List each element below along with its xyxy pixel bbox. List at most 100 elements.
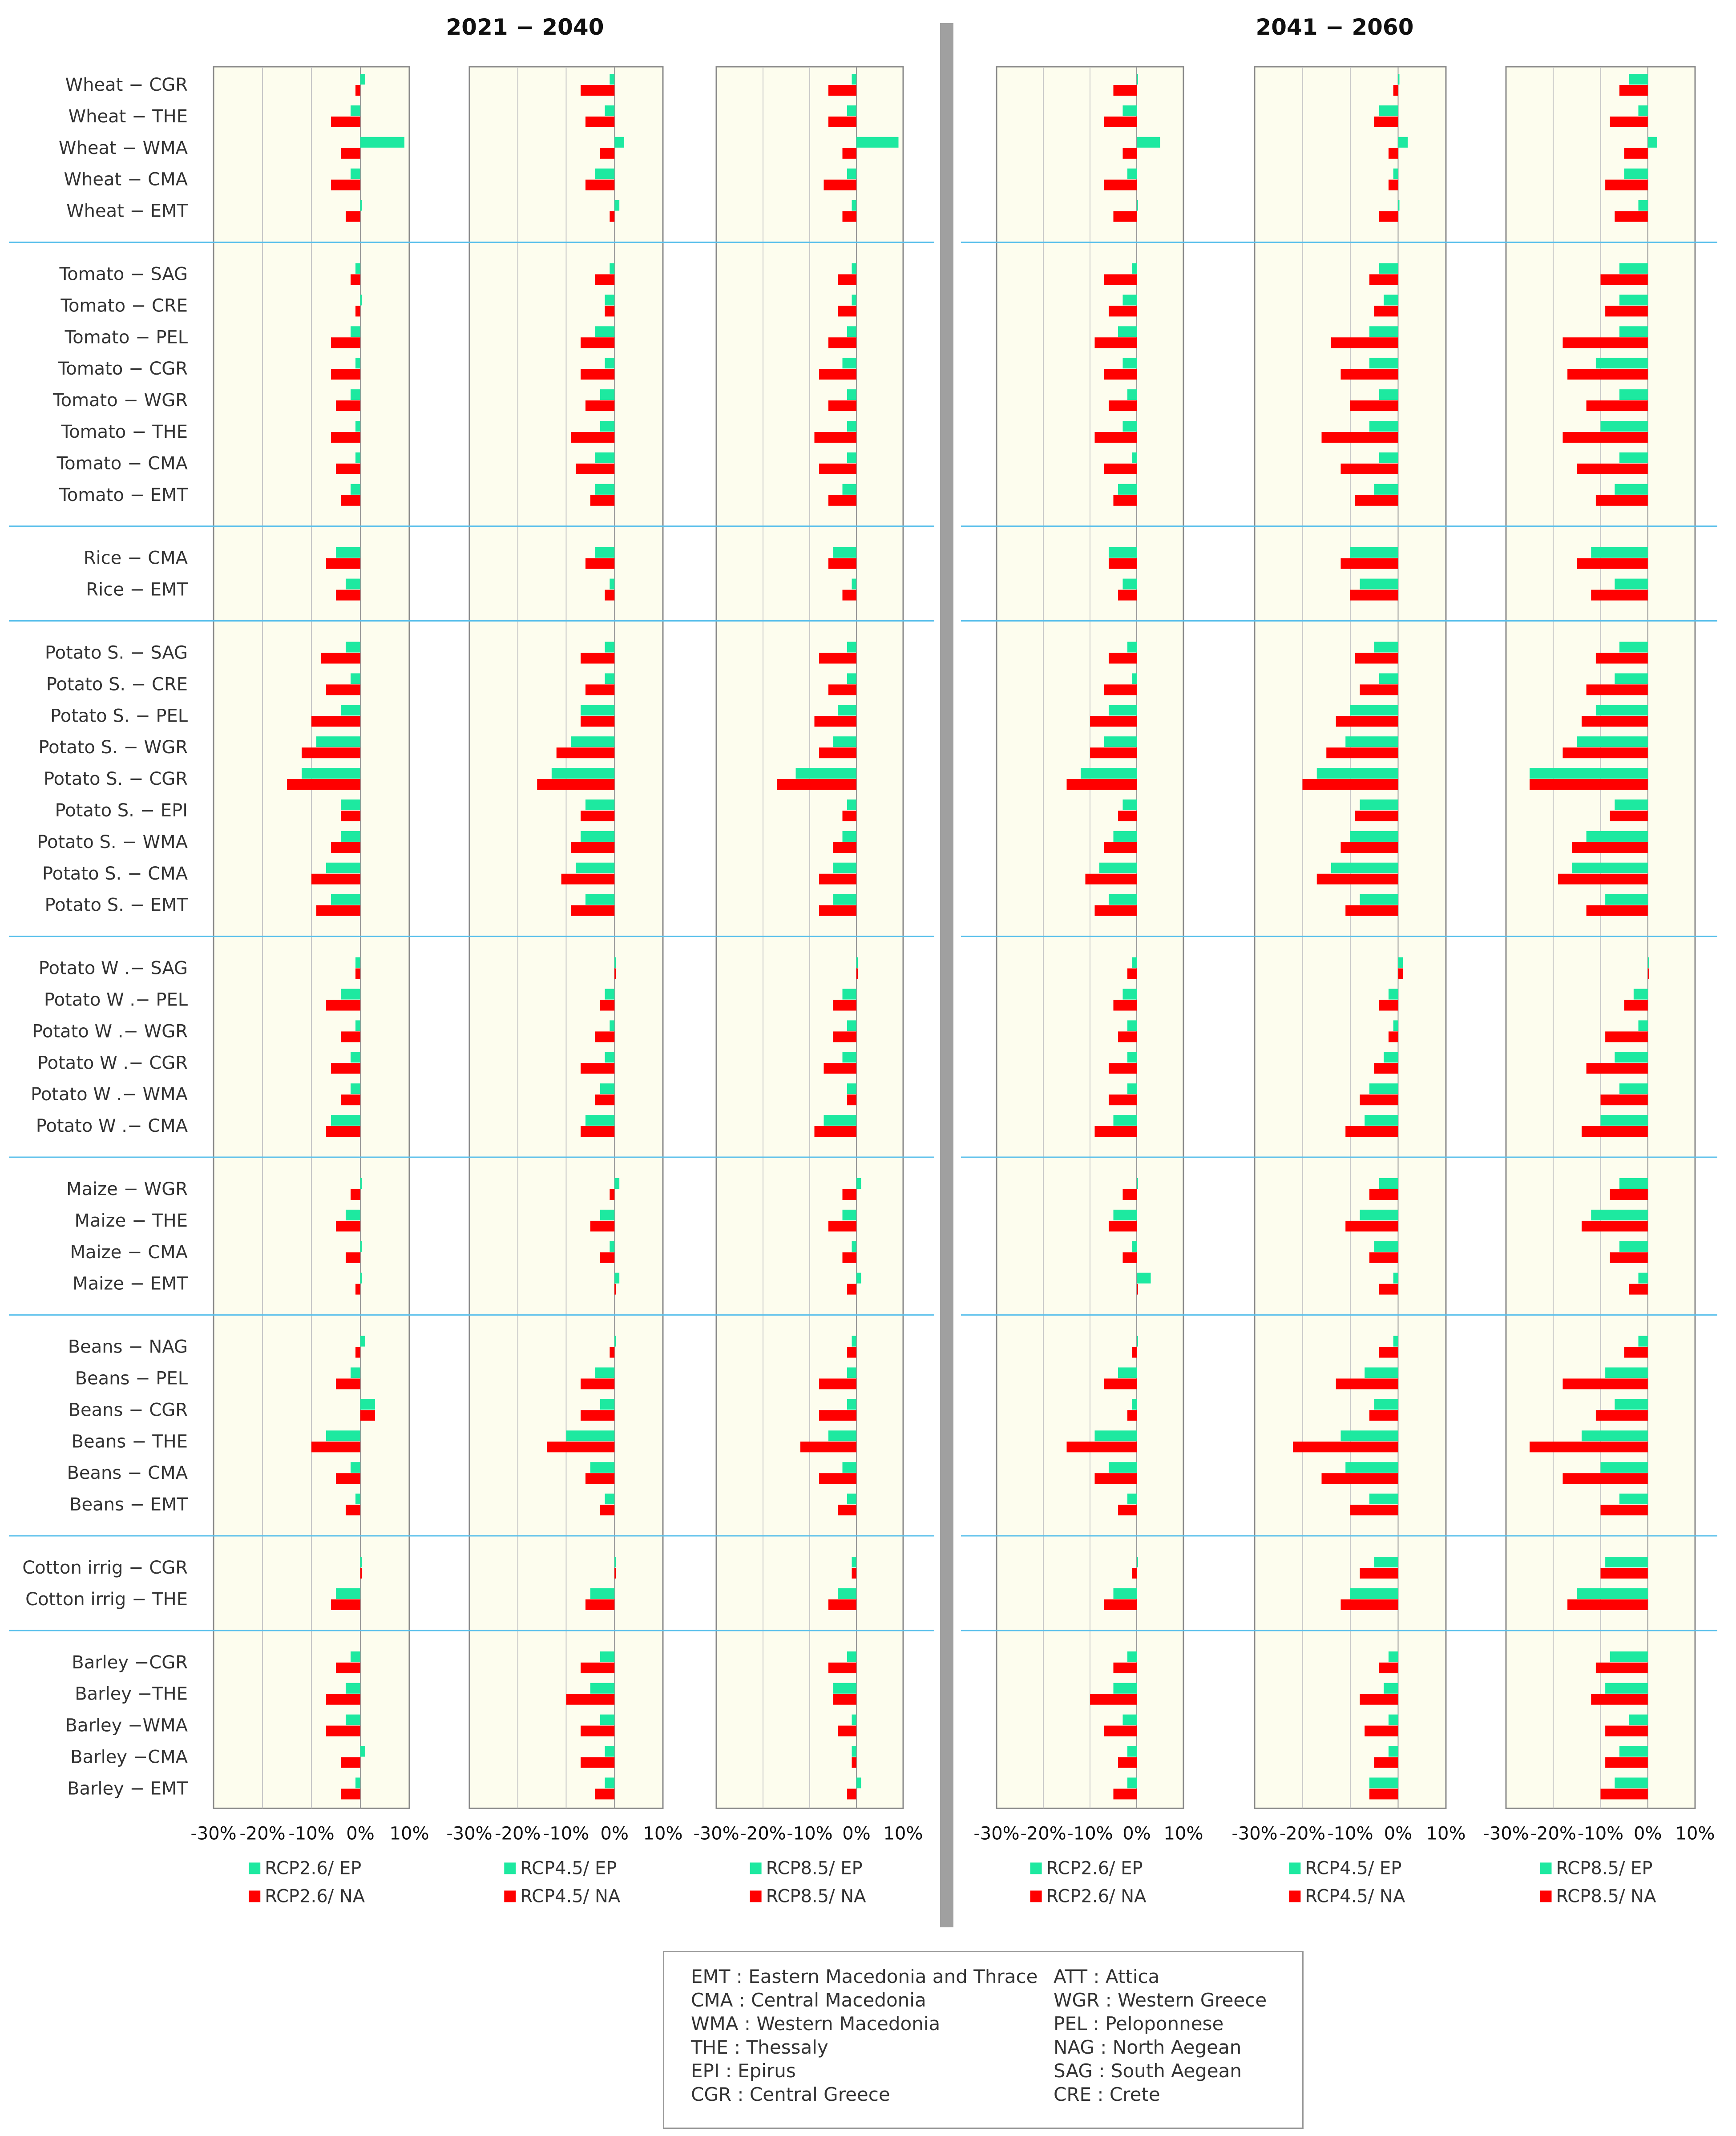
bar-na [311,873,360,884]
bar-ep [1127,1651,1137,1662]
bar-ep [847,168,856,179]
legend-label-na: RCP8.5/ NA [1556,1886,1657,1906]
bar-ep [842,989,856,1000]
bar-na [1389,179,1398,190]
bar-na [1113,85,1137,96]
row-label: Barley −CGR [72,1652,188,1673]
bar-ep [1331,862,1398,873]
bar-ep [585,894,615,905]
bar-na [614,1284,616,1295]
bar-na [1355,653,1398,664]
bar-na [547,1441,615,1453]
bar-na [1369,1189,1398,1200]
bar-ep [1137,1336,1138,1347]
bar-ep [316,736,360,747]
bar-na [336,1220,360,1232]
bar-ep [852,263,856,274]
bar-na [566,1694,615,1705]
bar-ep [355,1494,360,1505]
x-tick-label: -10% [543,1823,589,1844]
bar-na [346,1252,360,1263]
bar-na [1118,590,1137,601]
bar-na [346,211,360,222]
bar-na [341,1031,360,1042]
row-label: Cotton irrig − THE [25,1589,188,1610]
x-tick-label: 0% [346,1823,374,1844]
bar-ep [605,295,615,306]
bar-ep [1615,578,1648,590]
bar-na [1340,1599,1398,1610]
bar-na [605,306,615,317]
bar-na [590,495,615,506]
bar-na [556,747,615,759]
row-label: Potato W .− CMA [36,1116,188,1136]
row-label: Tomato − SAG [59,264,188,285]
bar-ep [614,1557,616,1567]
bar-na [1127,968,1137,979]
bar-na [856,968,858,979]
bar-na [585,179,615,190]
x-tick-label: -10% [787,1823,832,1844]
bar-na [341,148,360,159]
bar-ep [1374,484,1398,495]
bar-ep [326,862,360,873]
bar-na [537,779,615,790]
legend-label-ep: RCP2.6/ EP [265,1858,361,1878]
bar-ep [1600,1462,1648,1473]
bar-na [1090,716,1137,727]
bar-ep [595,168,615,179]
bar-ep [1619,1178,1648,1189]
bar-na [1379,1662,1398,1673]
bar-na [1293,1441,1398,1453]
legend-swatch-ep [504,1862,516,1874]
bar-na [1577,558,1648,569]
bar-ep [355,1777,360,1789]
bar-ep [1137,200,1138,211]
bar-na [1610,1252,1648,1263]
legend-label-na: RCP8.5/ NA [766,1886,867,1906]
abbreviation-entry: WGR : Western Greece [1054,1989,1267,2011]
bar-ep [856,957,858,968]
bar-na [1118,1505,1137,1516]
abbreviation-legend-box: EMT : Eastern Macedonia and Thrace CMA :… [663,1951,1304,2129]
bar-na [600,1505,615,1516]
bar-ep [1638,1336,1648,1347]
bar-ep [1379,452,1398,463]
bar-na [1094,1473,1137,1484]
bar-ep [1374,1241,1398,1252]
bar-ep [1118,484,1137,495]
bar-ep [1127,1777,1137,1789]
bar-na [1360,1694,1398,1705]
bar-ep [842,1209,856,1220]
bar-ep [842,358,856,369]
bar-ep [1345,1462,1398,1473]
bar-ep [605,105,615,116]
bar-na [595,274,615,285]
bar-ep [1615,1399,1648,1410]
bar-ep [1127,1052,1137,1063]
bar-na [1567,369,1648,380]
legend-label-ep: RCP8.5/ EP [1556,1858,1653,1878]
bar-ep [360,1241,362,1252]
bar-ep [1132,263,1137,274]
bar-na [1118,1031,1137,1042]
bar-ep [1379,389,1398,400]
row-label: Barley − EMT [67,1778,188,1799]
bar-ep [360,74,365,85]
bar-na [351,274,360,285]
abbreviation-entry: CGR : Central Greece [691,2084,890,2105]
bar-ep [1122,989,1137,1000]
x-tick-label: 10% [884,1823,923,1844]
bar-ep [351,1367,360,1378]
abbreviation-entry: EPI : Epirus [691,2060,796,2082]
bar-ep [1137,1272,1151,1284]
bar-na [824,1063,856,1074]
bar-ep [351,1651,360,1662]
bar-ep [1132,673,1137,684]
bar-ep [833,862,856,873]
bar-na [819,905,856,916]
row-label: Potato S. − CMA [42,864,188,884]
bar-na [331,842,360,853]
bar-ep [1360,799,1398,810]
bar-ep [1595,358,1648,369]
